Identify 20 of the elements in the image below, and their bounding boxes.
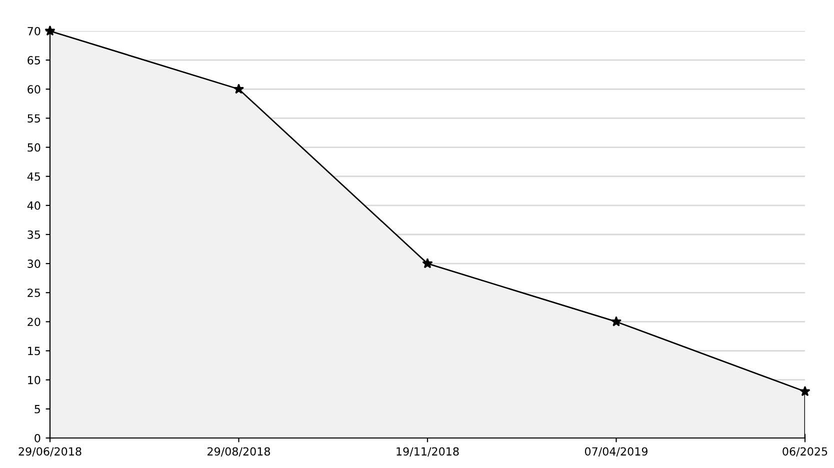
x-tick-label: 29/08/2018 bbox=[208, 447, 270, 456]
y-tick-label: 65 bbox=[28, 56, 40, 64]
x-tick-label: 29/06/2018 bbox=[18, 447, 82, 456]
y-tick-label: 20 bbox=[28, 318, 40, 326]
y-tick-label: 40 bbox=[27, 201, 40, 210]
y-tick-label: 10 bbox=[28, 376, 40, 384]
y-tick-label: 30 bbox=[28, 260, 40, 268]
y-tick-label: 45 bbox=[27, 172, 40, 181]
y-tick-label: 5 bbox=[34, 405, 40, 414]
y-tick-label: 0 bbox=[34, 434, 40, 442]
x-tick-label: 07/04/2019 bbox=[584, 447, 648, 456]
x-tick-label: 06/2025 bbox=[782, 447, 828, 456]
y-tick-label: 25 bbox=[28, 288, 40, 298]
x-tick-label: 19/11/2018 bbox=[396, 447, 459, 456]
y-tick-label: 15 bbox=[28, 346, 40, 356]
y-tick-label: 50 bbox=[28, 143, 40, 152]
y-tick-label: 55 bbox=[28, 114, 40, 123]
y-tick-label: 35 bbox=[28, 230, 40, 239]
y-tick-label: 60 bbox=[28, 85, 40, 94]
y-tick-label: 70 bbox=[28, 26, 40, 36]
